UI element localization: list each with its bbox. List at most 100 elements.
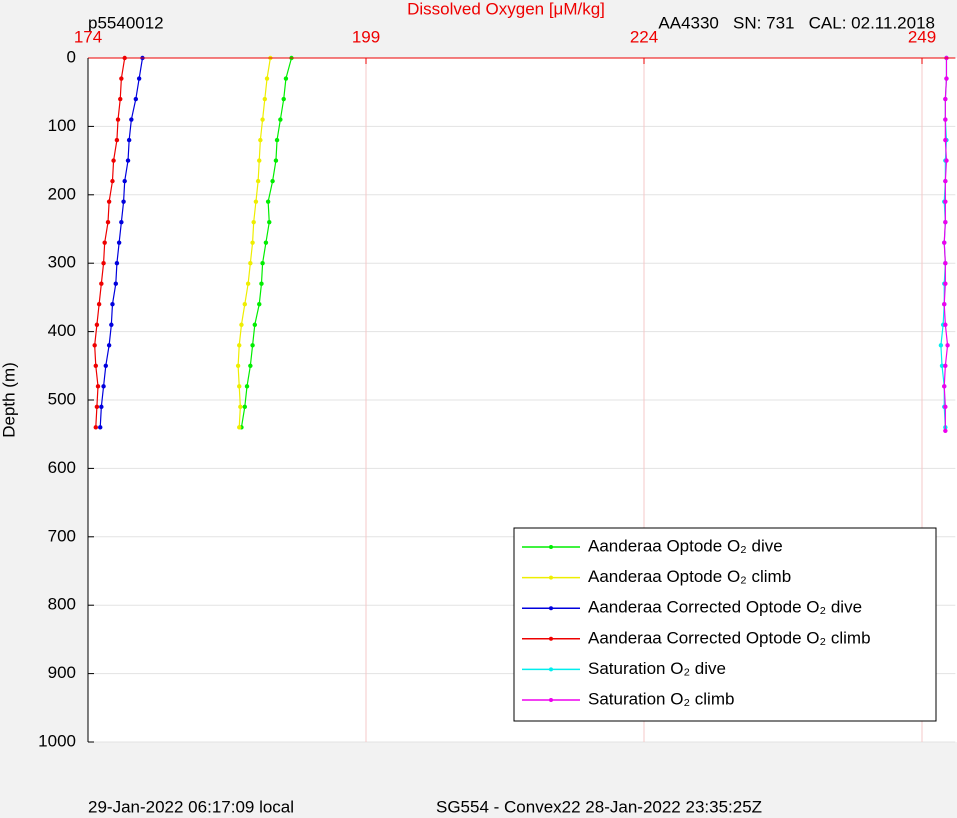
y-tick-label: 300 [48,253,76,272]
data-point [253,199,259,204]
data-point [942,302,947,307]
data-point [237,384,242,389]
data-point [122,178,127,184]
y-tick-label: 700 [48,526,76,545]
data-point [944,76,949,81]
data-point [943,199,948,204]
y-tick-label: 400 [48,321,76,340]
data-point [264,76,270,81]
data-point [258,137,263,143]
legend-label: Saturation O₂ climb [588,689,734,708]
data-point [251,219,256,225]
footer-left: 29-Jan-2022 06:17:09 local [88,797,294,816]
data-point [99,281,104,286]
legend-marker [549,606,553,611]
data-point [98,425,103,430]
data-point [116,240,122,245]
legend: Aanderaa Optode O₂ dive Aanderaa Optode O… [513,527,937,722]
legend-marker [549,575,553,580]
data-point [239,322,244,327]
data-point [943,322,948,327]
marks [92,55,950,433]
data-point [101,384,106,389]
data-point [265,199,271,204]
data-point [259,281,264,286]
data-point [273,158,279,163]
y-tick-label: 900 [48,663,76,682]
legend-marker [549,636,553,641]
y-tick-label: 200 [48,184,76,203]
data-point [94,404,100,410]
legend-label: Aanderaa Corrected Optode O₂ dive [588,598,862,617]
data-point [281,96,286,102]
data-point [939,363,945,368]
x-tick-label: 174 [74,27,102,46]
data-point [943,178,948,184]
data-point [257,158,262,163]
data-point [110,178,115,184]
data-point [121,199,126,204]
data-point [93,363,98,368]
data-point [242,404,247,410]
data-point [943,137,948,143]
data-point [938,343,944,348]
data-point [237,343,242,348]
legend-marker [549,545,553,549]
data-point [244,384,250,389]
data-point [125,158,131,163]
data-point [257,302,262,307]
data-point [250,240,255,245]
left-note: p5540012 [88,13,164,32]
y-tick-label: 100 [48,116,76,135]
data-point [943,219,948,225]
data-point [252,322,257,327]
data-point [95,384,101,389]
data-point [255,178,261,184]
data-point [260,261,265,266]
data-point [94,322,100,327]
data-point [943,117,948,122]
legend-marker [549,667,553,672]
data-point [119,76,124,81]
data-point [101,261,106,266]
data-point [943,363,948,368]
data-point [96,302,102,307]
data-point [110,302,115,307]
data-point [943,404,948,410]
data-point [242,302,247,307]
data-point [283,76,289,81]
y-tick-label: 0 [67,47,76,66]
data-point [103,363,108,368]
data-point [99,404,104,410]
data-point [245,281,251,286]
data-point [113,281,119,286]
data-point [270,178,275,184]
data-point [263,240,269,245]
data-point [260,117,265,122]
data-point [278,117,283,122]
data-point [943,96,948,102]
x-tick-label: 199 [352,27,380,46]
data-point [274,137,280,143]
data-point [93,425,98,430]
y-tick-label: 800 [48,595,76,614]
data-point [114,137,120,143]
data-point [235,363,241,368]
footer-right: SG554 - Convex22 28-Jan-2022 23:35:25Z [436,797,762,816]
data-point [92,343,97,348]
legend-label: Aanderaa Optode O₂ climb [588,567,791,586]
chart-title: Dissolved Oxygen [μM/kg] [407,0,605,18]
data-point [267,219,272,225]
data-point [943,261,948,266]
data-point [237,425,242,430]
data-point [943,281,948,286]
data-point [114,261,120,266]
data-point [111,158,116,163]
y-tick-label: 500 [48,389,76,408]
legend-label: Aanderaa Optode O₂ dive [588,536,783,555]
data-point [238,404,243,410]
x-tick-label: 249 [908,27,936,46]
y-tick-label: 1000 [38,731,76,750]
data-point [105,219,111,225]
data-point [262,96,268,102]
